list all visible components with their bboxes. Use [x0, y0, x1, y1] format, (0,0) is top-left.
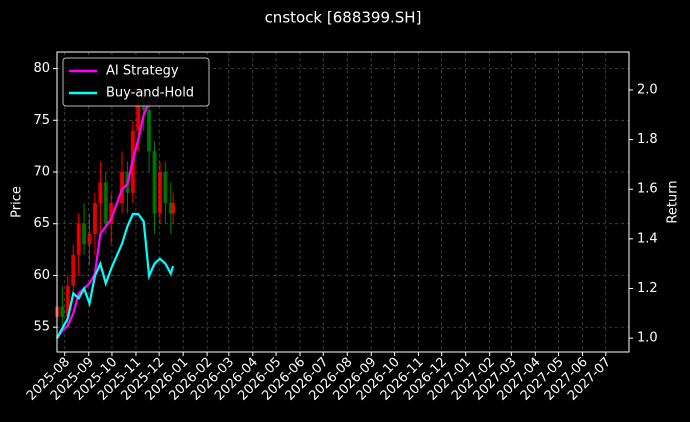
chart-title: cnstock [688399.SH] — [265, 9, 422, 27]
candle-body — [76, 223, 81, 255]
candle-body — [157, 172, 162, 214]
candle-body — [171, 203, 176, 214]
y-tick-label: 75 — [33, 113, 50, 128]
candle-body — [92, 203, 97, 235]
candle-body — [147, 109, 152, 152]
y2-tick-label: 1.6 — [637, 182, 658, 197]
candle-body — [87, 234, 92, 245]
candle-body — [163, 172, 168, 204]
y-tick-label: 65 — [33, 216, 50, 231]
legend-label: AI Strategy — [106, 64, 179, 79]
y-tick-label: 80 — [33, 61, 50, 76]
candle-body — [103, 182, 108, 224]
candle-body — [120, 172, 125, 204]
return-line — [56, 94, 161, 339]
candle-body — [152, 151, 157, 214]
y2-tick-label: 1.4 — [637, 231, 658, 246]
legend-label: Buy-and-Hold — [106, 86, 194, 101]
y-tick-label: 70 — [33, 165, 50, 180]
candle-body — [168, 203, 173, 214]
candle-body — [136, 99, 141, 131]
y2-tick-label: 2.0 — [637, 82, 658, 97]
y-axis-label: Price — [10, 186, 25, 218]
plot-frame — [56, 51, 630, 353]
legend-box — [62, 57, 210, 107]
y2-tick-label: 1.0 — [637, 331, 658, 346]
y2-axis-label: Return — [666, 180, 681, 223]
candle-body — [65, 285, 70, 317]
candle-body — [109, 203, 114, 224]
y-tick-label: 55 — [33, 320, 50, 335]
candle-body — [98, 182, 103, 204]
y-tick-label: 60 — [33, 268, 50, 283]
candle-body — [60, 306, 65, 317]
return-line — [56, 212, 175, 339]
candle-body — [71, 254, 76, 286]
y2-tick-label: 1.8 — [637, 132, 658, 147]
y2-tick-label: 1.2 — [637, 281, 658, 296]
candle-body — [82, 223, 87, 245]
